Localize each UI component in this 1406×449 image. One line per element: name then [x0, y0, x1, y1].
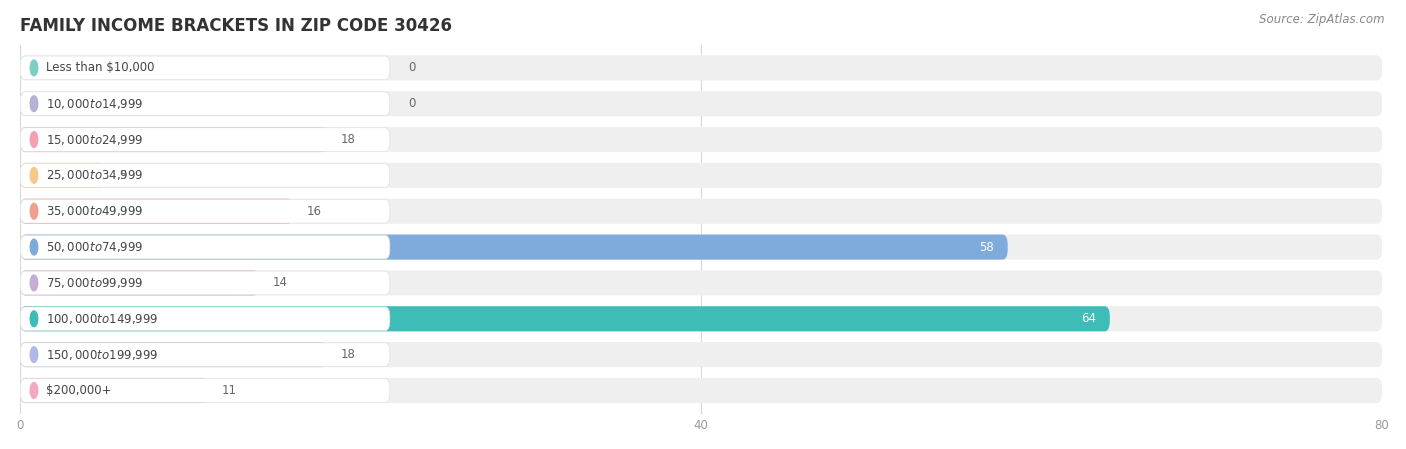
Text: $100,000 to $149,999: $100,000 to $149,999 [46, 312, 159, 326]
FancyBboxPatch shape [20, 306, 1382, 331]
Text: $75,000 to $99,999: $75,000 to $99,999 [46, 276, 143, 290]
FancyBboxPatch shape [20, 306, 1109, 331]
Text: 64: 64 [1081, 313, 1097, 325]
Text: 11: 11 [221, 384, 236, 397]
FancyBboxPatch shape [20, 378, 1382, 403]
Text: $35,000 to $49,999: $35,000 to $49,999 [46, 204, 143, 218]
Circle shape [30, 132, 38, 147]
Circle shape [30, 275, 38, 291]
FancyBboxPatch shape [20, 55, 1382, 80]
Text: 5: 5 [120, 169, 127, 182]
Text: 0: 0 [408, 62, 416, 75]
Text: $200,000+: $200,000+ [46, 384, 111, 397]
Text: 14: 14 [273, 277, 287, 290]
FancyBboxPatch shape [20, 163, 105, 188]
FancyBboxPatch shape [20, 56, 389, 79]
Circle shape [30, 96, 38, 112]
Text: $150,000 to $199,999: $150,000 to $199,999 [46, 348, 159, 361]
FancyBboxPatch shape [20, 199, 292, 224]
Text: 18: 18 [340, 348, 356, 361]
Text: 58: 58 [979, 241, 994, 254]
FancyBboxPatch shape [20, 91, 1382, 116]
FancyBboxPatch shape [20, 343, 389, 366]
FancyBboxPatch shape [20, 163, 389, 187]
FancyBboxPatch shape [20, 234, 1382, 260]
FancyBboxPatch shape [20, 379, 389, 402]
Circle shape [30, 311, 38, 327]
FancyBboxPatch shape [20, 270, 1382, 295]
FancyBboxPatch shape [20, 270, 259, 295]
FancyBboxPatch shape [20, 127, 326, 152]
Text: 18: 18 [340, 133, 356, 146]
Text: $25,000 to $34,999: $25,000 to $34,999 [46, 168, 143, 182]
Text: Source: ZipAtlas.com: Source: ZipAtlas.com [1260, 13, 1385, 26]
FancyBboxPatch shape [20, 163, 1382, 188]
Circle shape [30, 167, 38, 183]
Text: 0: 0 [408, 97, 416, 110]
FancyBboxPatch shape [20, 342, 326, 367]
Text: $10,000 to $14,999: $10,000 to $14,999 [46, 97, 143, 111]
FancyBboxPatch shape [20, 92, 389, 115]
FancyBboxPatch shape [20, 199, 1382, 224]
FancyBboxPatch shape [20, 127, 1382, 152]
Circle shape [30, 383, 38, 398]
FancyBboxPatch shape [20, 378, 208, 403]
Text: $15,000 to $24,999: $15,000 to $24,999 [46, 132, 143, 146]
FancyBboxPatch shape [20, 342, 1382, 367]
Text: $50,000 to $74,999: $50,000 to $74,999 [46, 240, 143, 254]
FancyBboxPatch shape [20, 235, 389, 259]
Circle shape [30, 60, 38, 76]
Text: 16: 16 [307, 205, 322, 218]
FancyBboxPatch shape [20, 271, 389, 295]
FancyBboxPatch shape [20, 128, 389, 151]
Circle shape [30, 239, 38, 255]
FancyBboxPatch shape [20, 234, 1008, 260]
Circle shape [30, 347, 38, 362]
Text: Less than $10,000: Less than $10,000 [46, 62, 155, 75]
Circle shape [30, 203, 38, 219]
Text: FAMILY INCOME BRACKETS IN ZIP CODE 30426: FAMILY INCOME BRACKETS IN ZIP CODE 30426 [20, 17, 453, 35]
FancyBboxPatch shape [20, 307, 389, 330]
FancyBboxPatch shape [20, 199, 389, 223]
